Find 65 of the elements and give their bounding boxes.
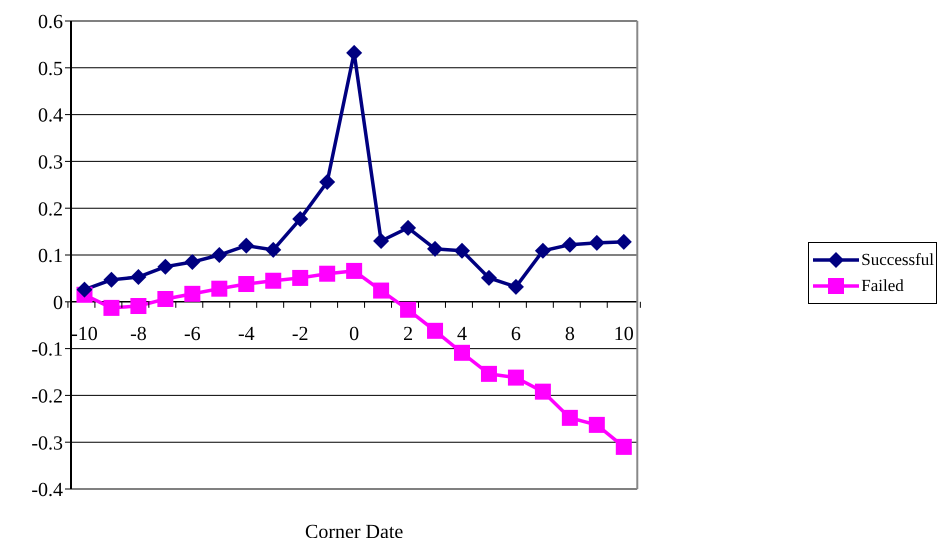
point bbox=[130, 298, 146, 314]
point bbox=[292, 270, 308, 286]
point bbox=[400, 302, 416, 318]
point bbox=[508, 278, 524, 295]
x-tick-label: -4 bbox=[238, 322, 255, 345]
point bbox=[157, 290, 174, 307]
x-tick-label: 0 bbox=[349, 322, 360, 345]
y-tick-label: 0.6 bbox=[38, 11, 63, 34]
point bbox=[76, 282, 92, 298]
point bbox=[562, 410, 578, 426]
y-tick-label: -0.4 bbox=[31, 479, 63, 502]
x-tick-label: 2 bbox=[403, 322, 414, 345]
point bbox=[211, 280, 228, 297]
point bbox=[184, 286, 200, 302]
point bbox=[588, 234, 605, 251]
point bbox=[480, 366, 497, 382]
point bbox=[427, 240, 444, 257]
y-tick-label: 0 bbox=[53, 292, 63, 314]
point bbox=[265, 272, 282, 289]
point bbox=[292, 210, 308, 227]
point bbox=[103, 300, 120, 316]
y-tick-label: 0.5 bbox=[38, 58, 63, 80]
point bbox=[616, 438, 632, 455]
point bbox=[534, 242, 551, 259]
point bbox=[319, 174, 336, 190]
point bbox=[454, 344, 470, 361]
y-tick-label: 0.1 bbox=[38, 245, 63, 268]
x-tick-label: 6 bbox=[510, 322, 521, 345]
point bbox=[319, 266, 336, 282]
x-axis-title: Corner Date bbox=[304, 521, 404, 543]
point bbox=[130, 268, 146, 285]
legend-label: Failed bbox=[861, 276, 904, 296]
point bbox=[373, 232, 390, 249]
point bbox=[427, 322, 444, 339]
y-tick-label: 0.2 bbox=[38, 198, 63, 220]
point bbox=[588, 416, 605, 433]
x-tick-label: -6 bbox=[184, 322, 201, 345]
x-tick-label: -10 bbox=[71, 322, 98, 345]
point bbox=[103, 272, 120, 288]
y-tick-label: -0.3 bbox=[31, 432, 63, 454]
y-tick-label: -0.1 bbox=[31, 338, 63, 361]
x-tick-label: -8 bbox=[130, 322, 147, 345]
point bbox=[562, 236, 578, 253]
legend-label: Successful bbox=[861, 250, 934, 270]
y-tick-label: -0.2 bbox=[31, 386, 63, 408]
point bbox=[480, 270, 497, 286]
point bbox=[616, 234, 632, 250]
x-tick-label: 4 bbox=[457, 322, 468, 345]
point bbox=[157, 258, 174, 275]
point bbox=[346, 262, 362, 279]
point bbox=[184, 254, 200, 270]
point bbox=[238, 238, 254, 254]
point bbox=[238, 276, 254, 292]
point bbox=[400, 220, 416, 236]
x-tick-label: 10 bbox=[614, 322, 634, 345]
x-tick-label: -2 bbox=[292, 322, 309, 345]
point bbox=[508, 370, 524, 386]
point bbox=[454, 242, 470, 259]
point bbox=[265, 242, 282, 258]
y-tick-label: 0.3 bbox=[38, 152, 63, 174]
point bbox=[534, 384, 551, 400]
y-tick-label: 0.4 bbox=[38, 104, 63, 127]
point bbox=[373, 282, 390, 299]
point bbox=[211, 247, 228, 263]
x-tick-label: 8 bbox=[564, 322, 575, 345]
